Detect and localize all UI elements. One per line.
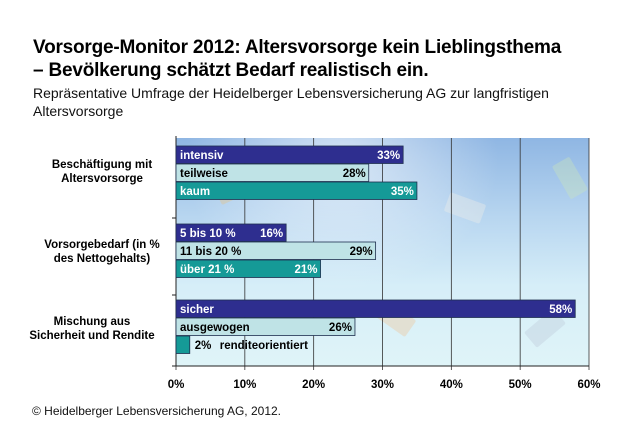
bar-2-0	[175, 299, 576, 318]
bar-2-2	[175, 335, 191, 354]
bar-name-label-0-2: kaum	[180, 186, 210, 198]
bar-2-1	[175, 317, 356, 336]
category-label-0-line-1: Beschäftigung mit	[51, 159, 153, 171]
bar-value-label-0-2: 35%	[391, 186, 414, 198]
bar-value-label-2-1: 26%	[329, 322, 352, 334]
category-label-2: Mischung aus Sicherheit und Rendite	[12, 315, 172, 343]
x-tick-label-3: 30%	[371, 379, 394, 391]
category-label-0-line-2: Altersvorsorge	[61, 173, 143, 185]
chart-subtitle: Repräsentative Umfrage der Heidelberger …	[33, 85, 549, 119]
bar-name-label-1-1: 11 bis 20 %	[180, 246, 241, 258]
bar-name-label-2-0: sicher	[180, 304, 214, 316]
bar-value-label-0-1: 28%	[343, 168, 366, 180]
bar-value-label-2-0: 58%	[549, 304, 572, 316]
bar-value-label-1-1: 29%	[350, 246, 373, 258]
category-label-2-line-2: Sicherheit und Rendite	[29, 330, 155, 342]
x-tick-label-4: 40%	[440, 379, 463, 391]
bar-name-label-2-2: renditeorientiert	[220, 340, 308, 352]
x-tick-label-1: 10%	[233, 379, 256, 391]
bar-name-label-1-2: über 21 %	[180, 264, 234, 276]
category-label-0: Beschäftigung mit Altersvorsorge	[22, 158, 182, 186]
bar-value-label-0-0: 33%	[377, 150, 400, 162]
bar-value-label-2-2: 2%	[195, 340, 212, 352]
bar-1-2	[175, 259, 321, 278]
bar-1-1	[175, 241, 377, 260]
bar-name-label-1-0: 5 bis 10 %	[180, 228, 236, 240]
title-line-2: – Bevölkerung schätzt Bedarf realistisch…	[33, 60, 429, 81]
bar-1-0	[175, 223, 287, 242]
category-label-1: Vorsorgebedarf (in % des Nettogehalts)	[22, 238, 182, 266]
x-tick-label-2: 20%	[302, 379, 325, 391]
bar-value-label-1-2: 21%	[295, 264, 318, 276]
bar-name-label-2-1: ausgewogen	[180, 322, 250, 334]
x-tick-label-0: 0%	[168, 379, 185, 391]
category-label-1-line-2: des Nettogehalts)	[53, 253, 151, 265]
category-label-2-line-1: Mischung aus	[53, 316, 131, 328]
x-tick-label-5: 50%	[509, 379, 532, 391]
bar-0-1	[175, 163, 370, 182]
bar-0-0	[175, 145, 404, 164]
bar-0-2	[175, 181, 418, 200]
category-label-1-line-1: Vorsorgebedarf (in %	[44, 239, 160, 251]
title-line-1: Vorsorge-Monitor 2012: Altersvorsorge ke…	[33, 37, 562, 58]
bar-name-label-0-1: teilweise	[180, 168, 228, 180]
x-tick-label-6: 60%	[577, 379, 600, 391]
chart-title: Vorsorge-Monitor 2012: Altersvorsorge ke…	[33, 36, 633, 82]
bar-name-label-0-0: intensiv	[180, 150, 224, 162]
bar-value-label-1-0: 16%	[260, 228, 283, 240]
copyright-footer: © Heidelberger Lebensversicherung AG, 20…	[32, 404, 281, 418]
